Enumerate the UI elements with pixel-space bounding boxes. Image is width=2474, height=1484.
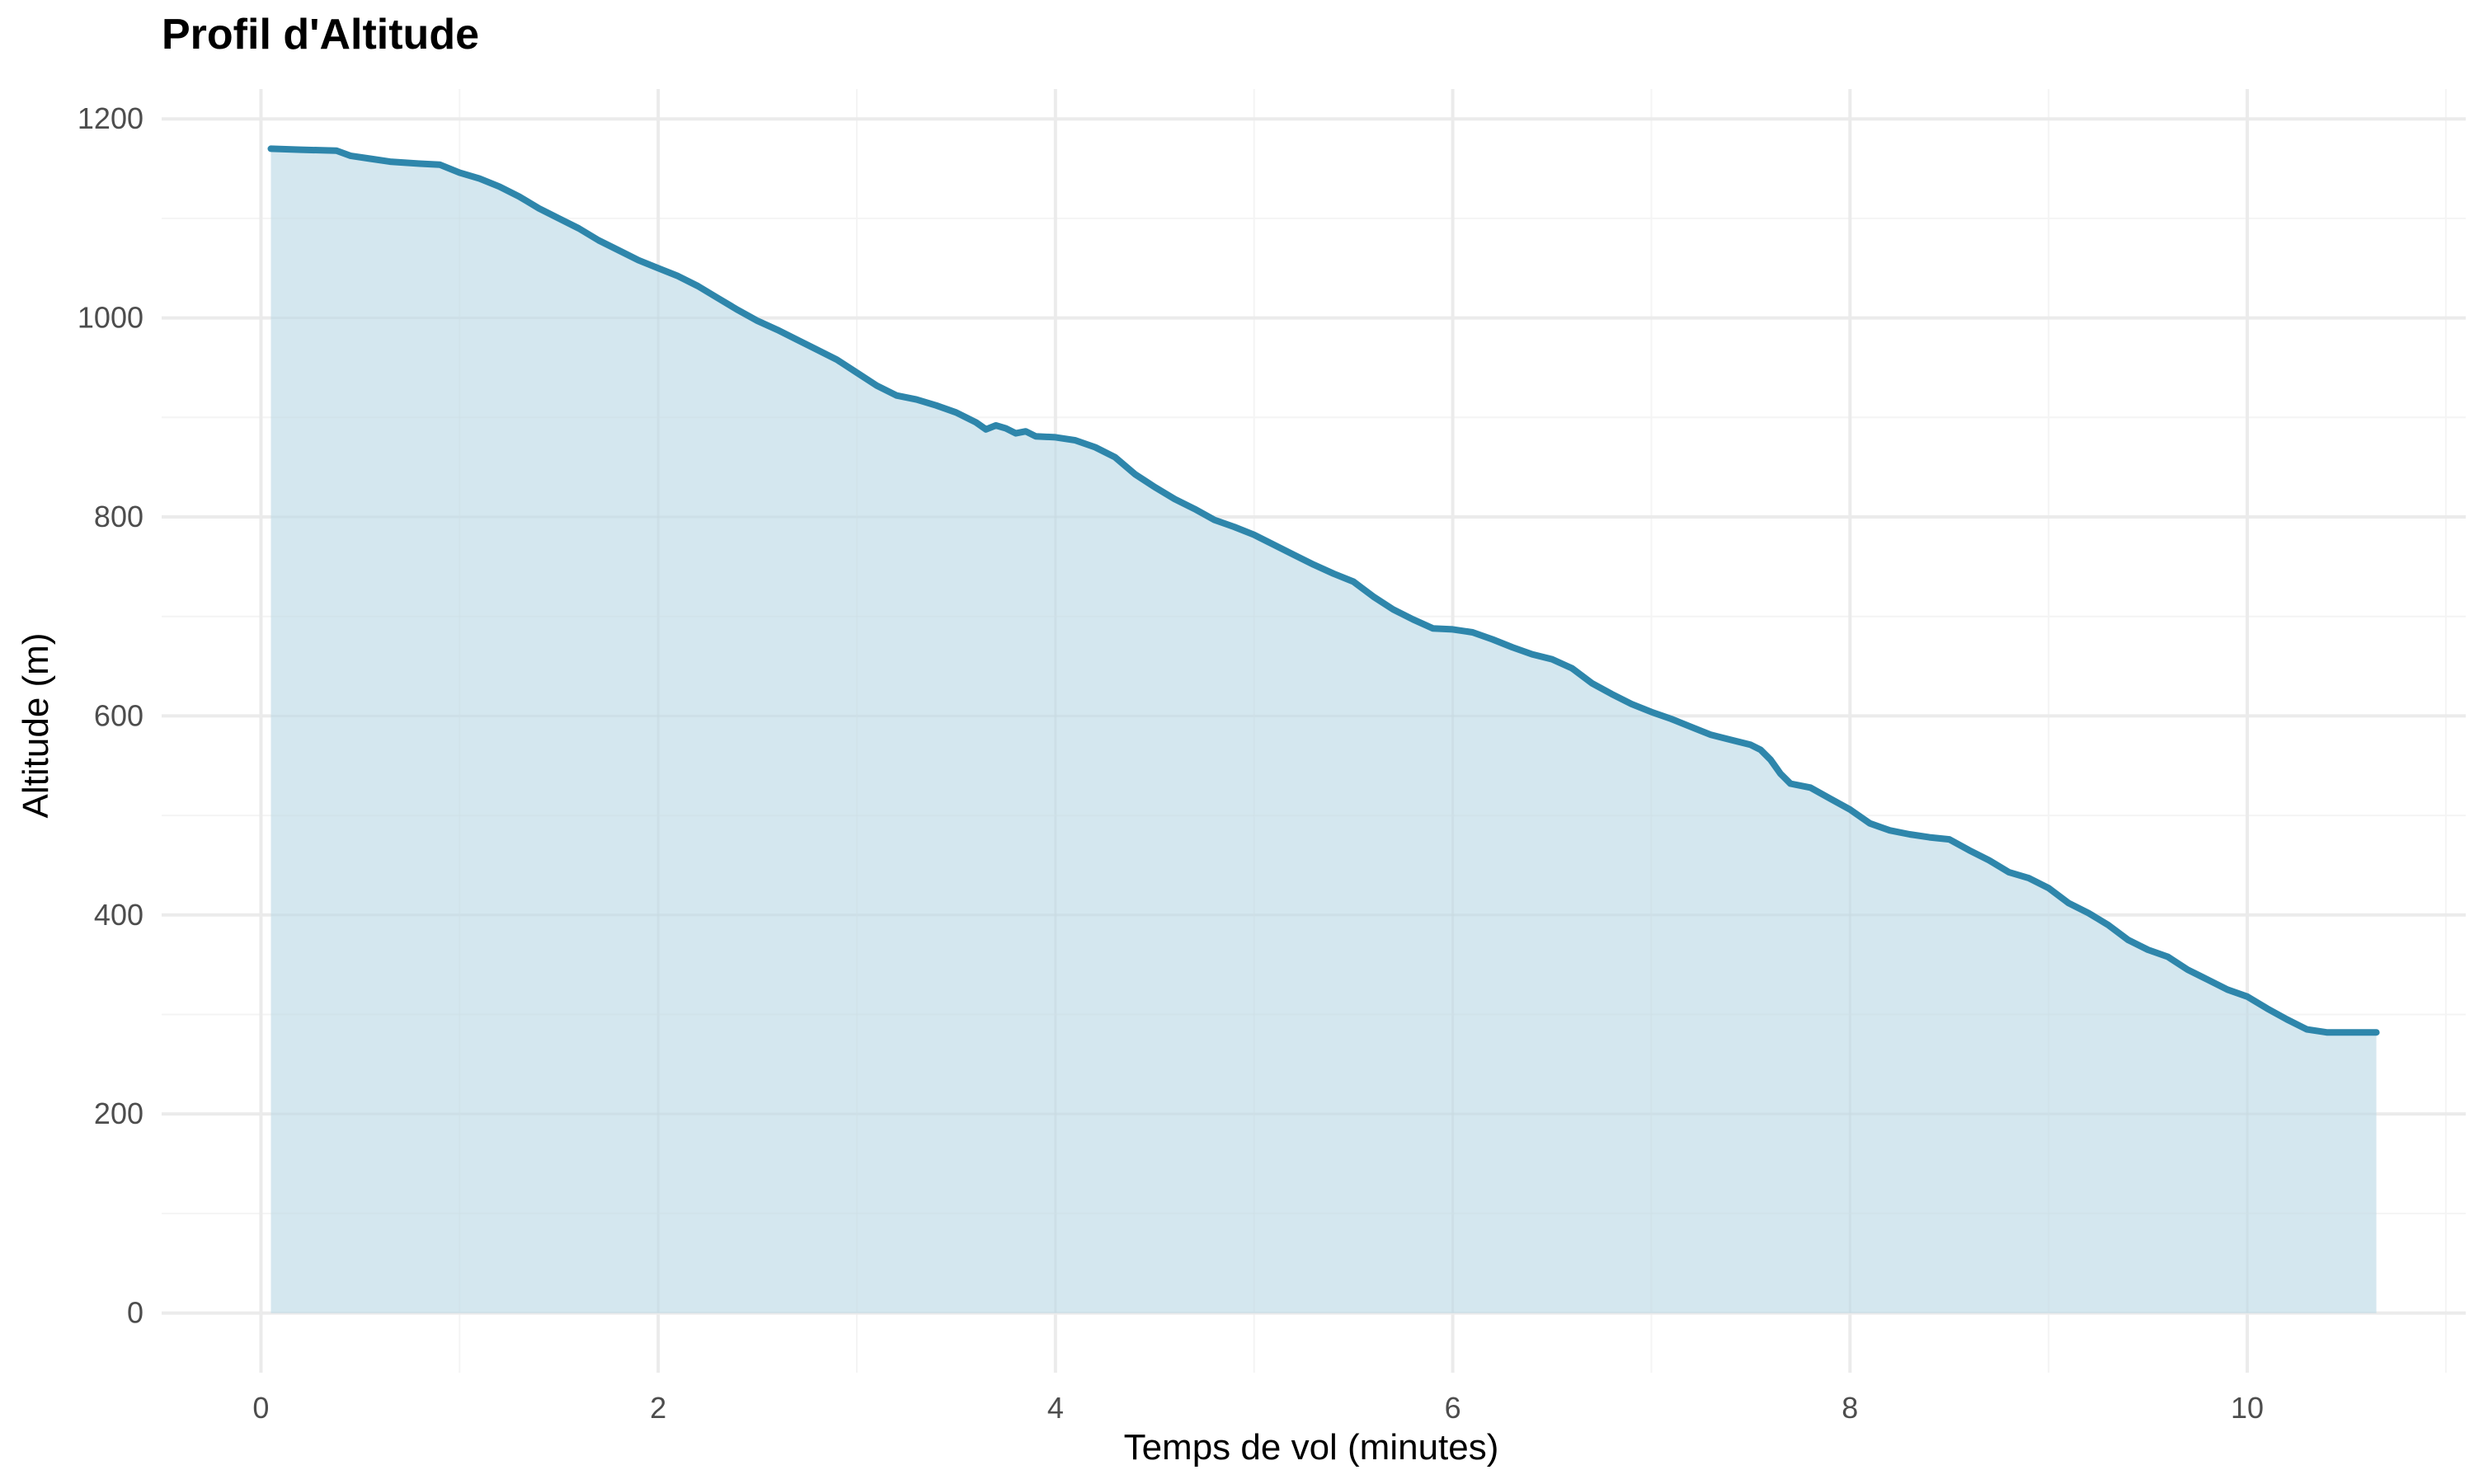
x-tick-labels: 0 2 4 6 8 10 [252, 1391, 2264, 1425]
y-tick-label: 0 [127, 1296, 143, 1330]
x-tick-label: 8 [1841, 1391, 1858, 1425]
y-tick-label: 200 [94, 1097, 143, 1130]
x-tick-label: 2 [650, 1391, 666, 1425]
y-tick-label: 400 [94, 898, 143, 932]
altitude-line [267, 145, 2380, 1036]
y-tick-label: 1000 [78, 301, 143, 335]
y-axis-title: Altitude (m) [16, 633, 56, 819]
y-tick-label: 1200 [78, 101, 143, 135]
chart-title: Profil d'Altitude [162, 11, 479, 59]
y-tick-label: 600 [94, 698, 143, 732]
x-tick-label: 4 [1047, 1391, 1064, 1425]
x-axis-title: Temps de vol (minutes) [1124, 1427, 1499, 1468]
y-tick-labels: 0 200 400 600 800 1000 1200 [78, 101, 143, 1329]
x-tick-label: 0 [252, 1391, 269, 1425]
x-tick-label: 10 [2231, 1391, 2264, 1425]
y-tick-label: 800 [94, 500, 143, 533]
altitude-area-fill [270, 148, 2377, 1313]
x-tick-label: 6 [1445, 1391, 1461, 1425]
